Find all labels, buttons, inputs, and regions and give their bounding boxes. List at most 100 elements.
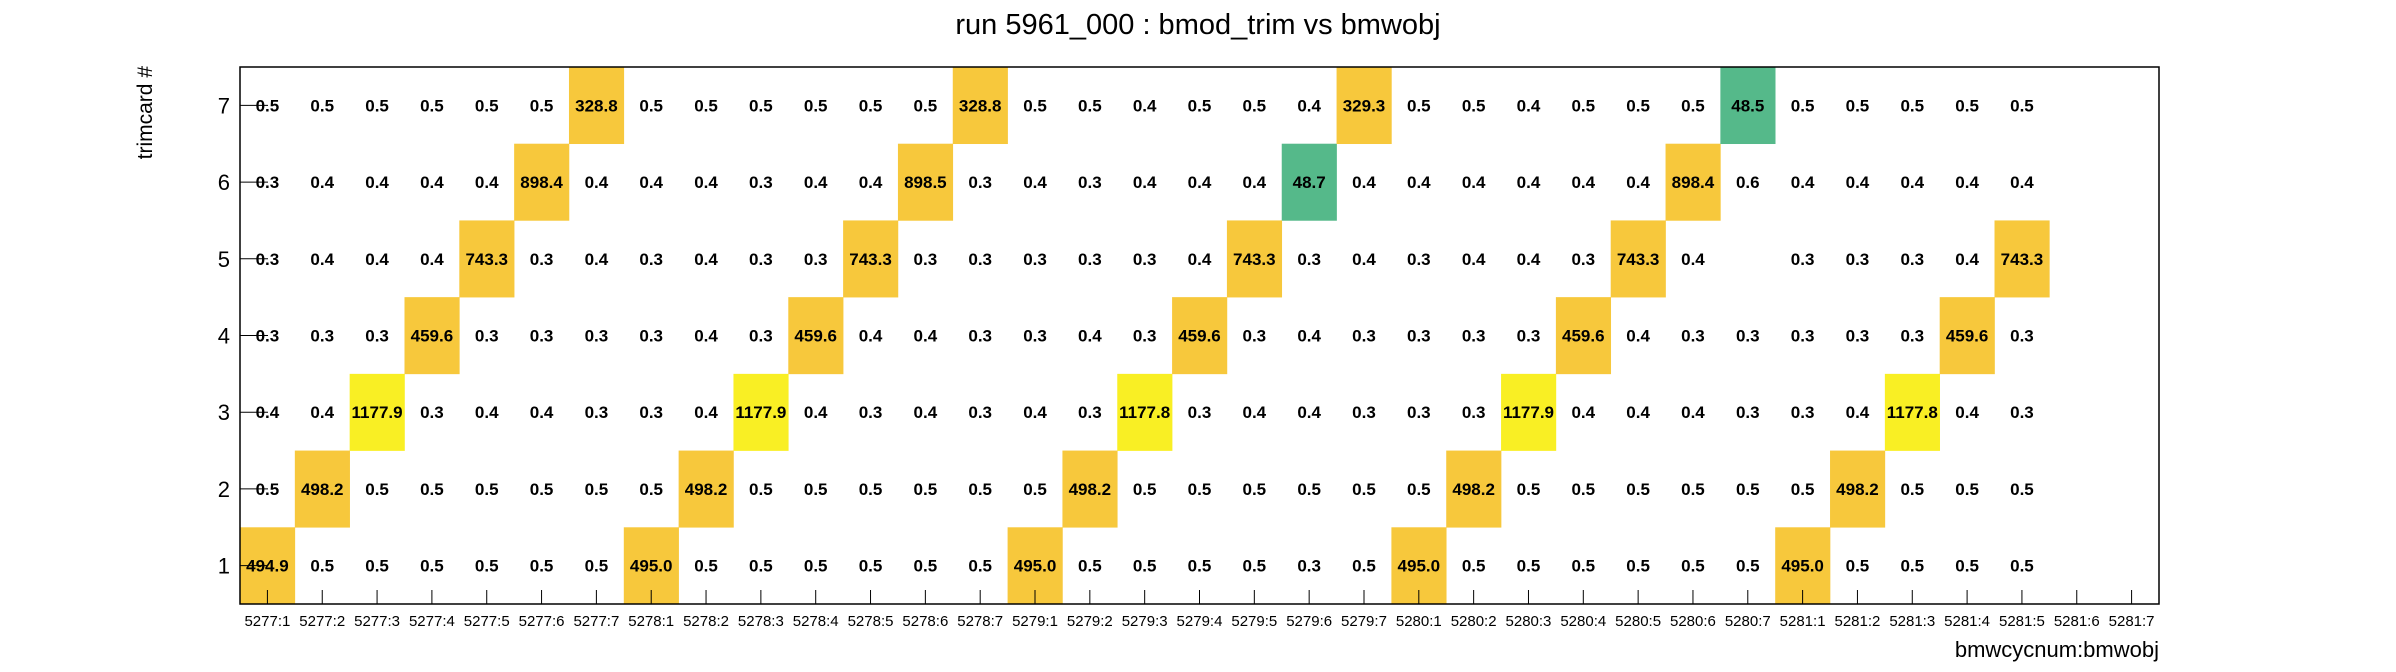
cell-value-label: 0.5	[694, 96, 718, 115]
cell-value-label: 0.4	[694, 403, 718, 422]
cell-value-label: 0.3	[1023, 250, 1047, 269]
cell-value-label: 0.5	[1243, 96, 1267, 115]
cell-value-label: 0.5	[1571, 480, 1595, 499]
cell-value-label: 0.4	[1517, 173, 1541, 192]
cell-value-label: 0.4	[1133, 173, 1157, 192]
heatmap-cell	[952, 67, 1008, 145]
cell-value-label: 0.4	[1846, 173, 1870, 192]
cell-value-label: 0.5	[1243, 480, 1267, 499]
cell-value-label: 0.4	[1188, 173, 1212, 192]
cell-value-label: 0.3	[365, 327, 389, 346]
cell-value-label: 0.4	[1407, 173, 1431, 192]
cell-value-label: 0.4	[1626, 327, 1650, 346]
cell-value-label: 0.4	[804, 403, 828, 422]
cell-value-label: 0.5	[859, 96, 883, 115]
cell-value-label: 0.5	[1517, 480, 1541, 499]
heatmap-cell	[733, 373, 789, 451]
cell-value-label: 0.5	[1023, 480, 1047, 499]
cell-value-label: 0.5	[1297, 480, 1321, 499]
heatmap-cell	[459, 220, 515, 298]
cell-value-label: 0.4	[2010, 173, 2034, 192]
x-tick-label: 5280:5	[1615, 613, 1661, 630]
cell-value-label: 459.6	[411, 327, 454, 346]
cell-value-label: 328.8	[959, 96, 1002, 115]
cell-value-label: 0.3	[749, 250, 773, 269]
x-tick-label: 5278:7	[957, 613, 1003, 630]
cell-value-label: 0.5	[1736, 557, 1760, 576]
cell-value-label: 743.3	[1233, 250, 1276, 269]
cell-value-label: 898.5	[904, 173, 947, 192]
cell-value-label: 0.5	[2010, 557, 2034, 576]
cell-value-label: 0.3	[1462, 327, 1486, 346]
cell-value-label: 0.3	[2010, 403, 2034, 422]
cell-value-label: 0.5	[1352, 557, 1376, 576]
cell-value-label: 459.6	[1946, 327, 1989, 346]
cell-value-label: 0.5	[749, 480, 773, 499]
cell-value-label: 0.5	[1900, 96, 1924, 115]
cell-value-label: 0.4	[1297, 327, 1321, 346]
x-tick-label: 5278:6	[902, 613, 948, 630]
cell-value-label: 0.5	[1846, 96, 1870, 115]
cell-value-label: 0.4	[585, 173, 609, 192]
cell-value-label: 0.5	[310, 96, 334, 115]
cell-value-label: 898.4	[1672, 173, 1715, 192]
x-tick-label: 5278:4	[793, 613, 839, 630]
cell-value-label: 0.3	[530, 250, 554, 269]
plot-frame	[239, 66, 2160, 605]
cell-value-label: 0.3	[1462, 403, 1486, 422]
y-tick-label: 3	[218, 400, 230, 425]
cell-value-label: 0.5	[475, 96, 499, 115]
cell-value-label: 0.5	[585, 480, 609, 499]
cell-value-label: 0.5	[859, 557, 883, 576]
cell-value-label: 0.4	[1517, 250, 1541, 269]
cell-value-label: 0.4	[1626, 173, 1650, 192]
cell-value-label: 0.4	[914, 327, 938, 346]
cell-value-label: 0.4	[1352, 250, 1376, 269]
cell-value-label: 459.6	[1562, 327, 1605, 346]
cell-value-label: 0.4	[1297, 96, 1321, 115]
cell-value-label: 0.5	[1078, 557, 1102, 576]
cell-value-label: 0.4	[1243, 173, 1267, 192]
y-tick-label: 7	[218, 93, 230, 118]
cell-value-label: 0.3	[585, 403, 609, 422]
cell-value-label: 0.5	[1517, 557, 1541, 576]
x-axis-ticks: 5277:1 5277:2 5277:3 5277:4 5277:5 5277:6 5277…	[244, 590, 2155, 630]
cell-value-label: 0.3	[859, 403, 883, 422]
cell-value-label: 0.3	[968, 327, 992, 346]
heatmap-cell	[568, 67, 625, 145]
cell-value-label: 0.5	[1133, 480, 1157, 499]
cell-value-label: 0.5	[1188, 557, 1212, 576]
x-tick-label: 5279:3	[1122, 613, 1168, 630]
cell-value-label: 498.2	[1452, 480, 1495, 499]
cell-value-label: 0.3	[1791, 250, 1815, 269]
x-tick-label: 5280:2	[1451, 613, 1497, 630]
cell-value-label: 0.3	[639, 327, 663, 346]
cell-value-label: 0.4	[1846, 403, 1870, 422]
cell-value-label: 0.3	[1352, 403, 1376, 422]
x-tick-label: 5281:6	[2054, 613, 2100, 630]
cell-value-label: 0.3	[310, 327, 334, 346]
x-tick-label: 5277:7	[573, 613, 619, 630]
cell-value-label: 0.4	[1681, 403, 1705, 422]
cell-value-label: 498.2	[301, 480, 344, 499]
x-tick-label: 5281:3	[1889, 613, 1935, 630]
cell-value-label: 495.0	[1014, 557, 1057, 576]
cell-value-label: 0.5	[585, 557, 609, 576]
x-tick-label: 5278:5	[848, 613, 894, 630]
cell-value-label: 0.5	[804, 96, 828, 115]
cell-value-label: 0.3	[1571, 250, 1595, 269]
cell-value-label: 0.5	[1736, 480, 1760, 499]
cell-value-label: 0.3	[1736, 327, 1760, 346]
cell-value-label: 0.4	[365, 173, 389, 192]
cell-value-label: 0.5	[420, 96, 444, 115]
cell-value-label: 0.4	[1955, 250, 1979, 269]
cell-value-label: 0.4	[310, 250, 334, 269]
cell-value-label: 0.3	[475, 327, 499, 346]
chart-title: run 5961_000 : bmod_trim vs bmwobj	[955, 9, 1440, 41]
x-tick-label: 5277:5	[464, 613, 510, 630]
cell-value-label: 0.5	[475, 480, 499, 499]
cell-value-label: 459.6	[1178, 327, 1221, 346]
x-tick-label: 5279:5	[1231, 613, 1277, 630]
heatmap-cell	[1994, 220, 2050, 298]
